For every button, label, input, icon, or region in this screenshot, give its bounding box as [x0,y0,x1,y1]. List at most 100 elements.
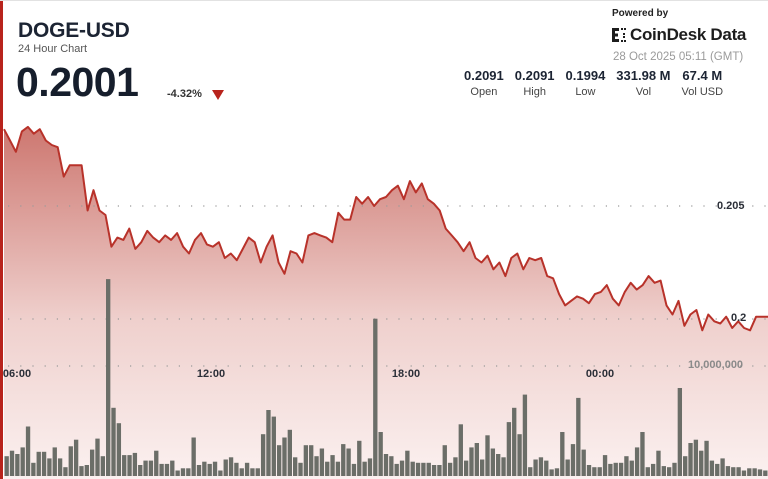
volume-bar [357,440,362,476]
volume-bar [554,468,560,476]
volume-bar [656,450,661,476]
volume-bar [111,407,116,476]
volume-bar [255,468,260,476]
volume-bar [84,465,89,476]
volume-bar [346,448,351,476]
volume-bar [309,445,314,476]
volume-bar [581,449,586,476]
stat-value: 0.1994 [565,68,606,83]
volume-bar [453,457,458,476]
volume-bar [731,467,736,476]
volume-bar [389,456,394,476]
volume-bar [421,462,426,476]
stat-value: 0.2091 [514,68,555,83]
volume-bar [447,462,453,476]
time-tick-label: 18:00 [391,368,421,380]
volume-bar [405,450,410,476]
volume-bar [228,457,234,476]
stat-low: 0.1994 Low [566,68,606,98]
volume-bar [688,443,693,476]
volume-bar [463,460,469,476]
volume-bar [383,454,389,476]
volume-bar [592,467,597,476]
volume-bar [490,448,496,476]
volume-bar [341,444,346,476]
stat-value: 0.2091 [464,68,504,83]
volume-bar [517,434,522,476]
volume-bar [741,470,747,476]
volume-bar [634,447,640,476]
volume-bar [763,470,768,476]
stat-label: Low [575,86,596,98]
accent-bar [0,1,3,479]
volume-bar [138,465,143,476]
volume-bar [325,461,330,476]
volume-bar [442,445,447,476]
volume-bar [757,469,763,476]
volume-bar [41,451,47,476]
volume-bar [223,459,228,476]
stat-vol: 331.98 M Vol [616,68,670,98]
price-tick-label: 0.2 [731,312,747,324]
volume-bar [394,463,399,476]
volume-bar [164,463,170,476]
coindesk-data-logo[interactable]: CoinDesk Data [611,25,746,45]
time-tick-label: 00:00 [585,368,615,380]
volume-bar [20,447,25,476]
volume-bar [79,466,84,476]
volume-bar [154,450,159,476]
volume-bar [234,462,239,476]
volume-bar [73,439,79,476]
volume-bar [218,470,223,476]
volume-bar [106,279,111,476]
volume-bar [496,454,501,476]
volume-bar [560,432,565,476]
volume-bar [122,455,127,476]
volume-bar [293,457,298,476]
volume-bar [298,462,303,476]
volume-bar [613,462,618,476]
volume-bar [506,422,512,476]
volume-bar [116,423,122,476]
volume-bar [704,440,709,476]
volume-bar [661,466,666,476]
volume-bar [159,463,164,476]
volume-bar [533,459,538,476]
current-price: 0.2001 [16,59,139,105]
volume-bar [458,424,463,476]
stat-label: Open [470,86,498,98]
volume-bar [597,467,602,476]
volume-bar [480,459,485,476]
symbol-title: DOGE-USD [18,19,130,42]
volume-bar [170,460,175,476]
volume-bar [276,445,282,476]
volume-bar [4,456,9,476]
volume-bar [266,410,271,476]
stat-value: 67.4 M [682,68,723,83]
volume-bar [202,461,207,476]
volume-bar [330,455,335,476]
volume-bar [373,318,378,476]
volume-bar [52,447,57,476]
volume-bar [25,426,31,476]
volume-bar [522,394,528,476]
stat-value: 331.98 M [616,68,671,83]
volume-bar [720,458,725,476]
volume-bar [271,416,276,476]
stat-open: 0.2091 Open [464,68,504,98]
volume-bar [89,449,95,476]
volume-bar [180,468,186,476]
volume-bar [650,463,656,476]
volume-bar [736,467,741,476]
coindesk-logo-icon [611,27,627,43]
volume-bar [426,462,431,476]
volume-bar [196,465,202,476]
volume-bar [618,462,624,476]
volume-bar [250,468,255,476]
volume-bar [415,462,421,476]
powered-by-label: Powered by [612,8,669,19]
volume-bar [586,465,592,476]
volume-bar [693,439,699,476]
volume-bar [367,458,373,476]
